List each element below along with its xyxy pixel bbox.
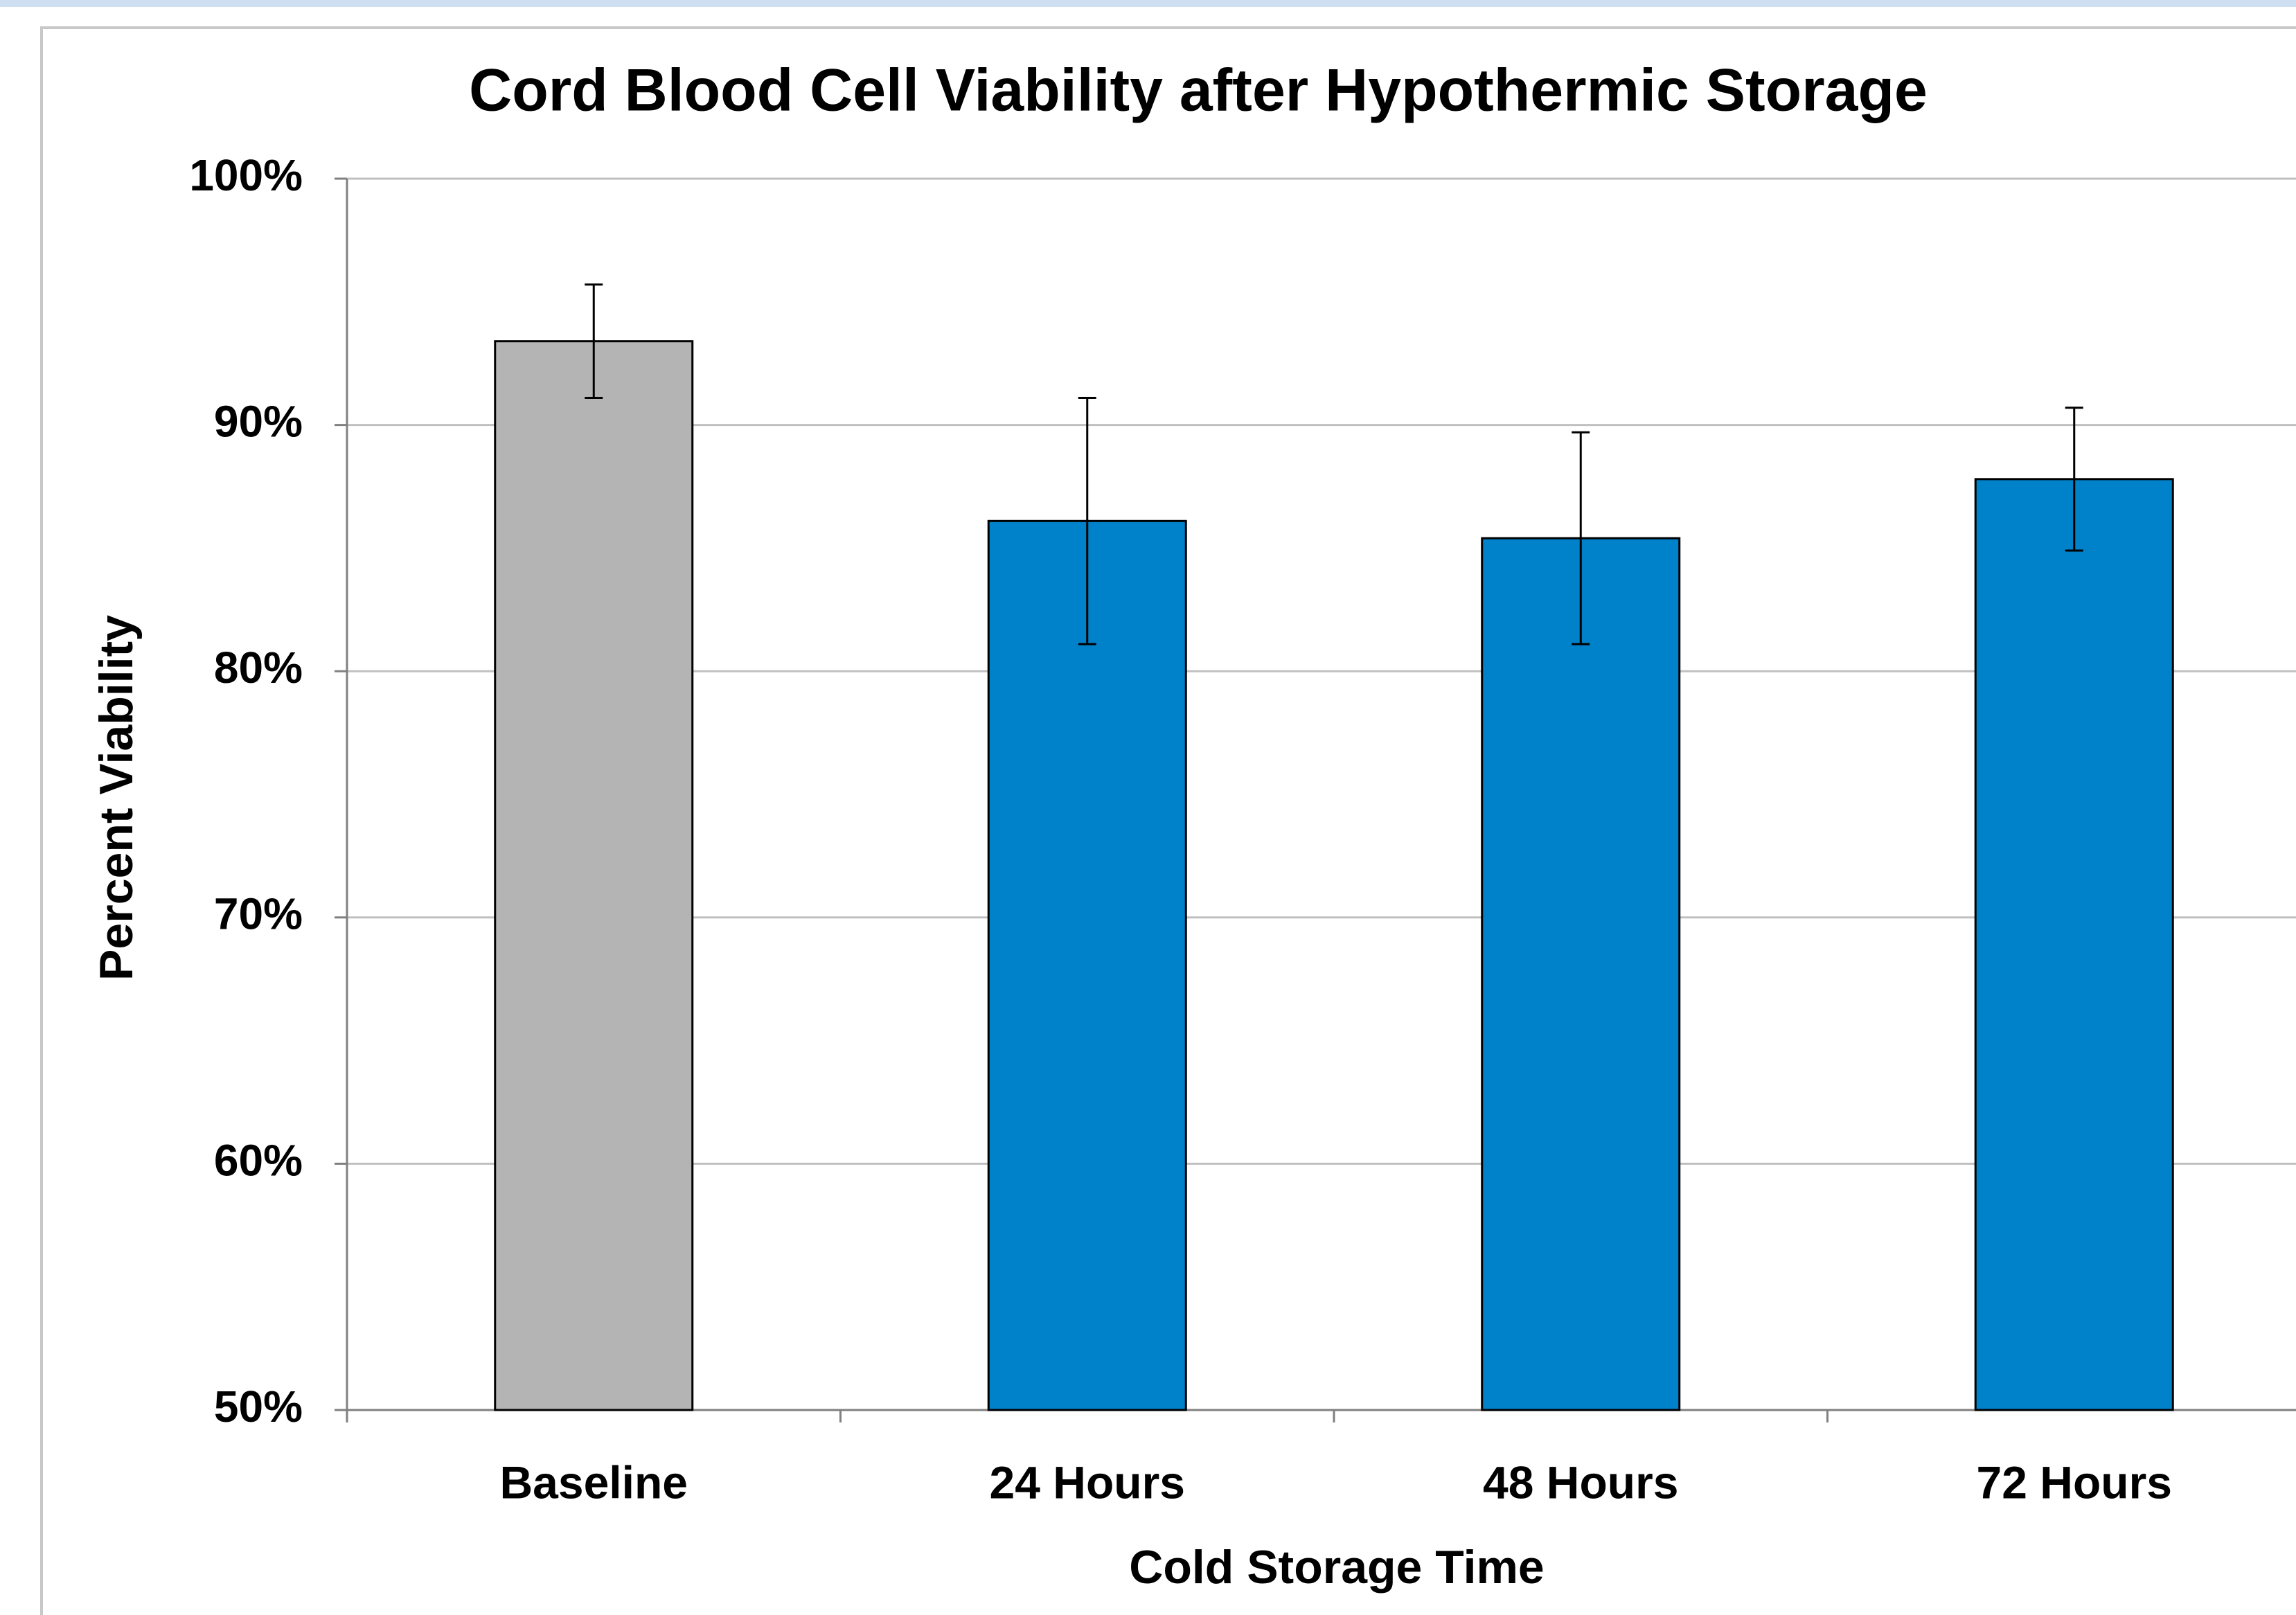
- bar: [987, 519, 1187, 1411]
- y-tick-label: 70%: [214, 889, 303, 939]
- x-tick-label: Baseline: [500, 1456, 688, 1508]
- y-tick-label: 100%: [189, 150, 303, 200]
- bar: [1481, 537, 1681, 1411]
- window-strip: [0, 0, 2296, 7]
- bar: [494, 340, 694, 1411]
- chart-title: Cord Blood Cell Viability after Hypother…: [469, 57, 1928, 124]
- x-tick-label: 48 Hours: [1483, 1456, 1678, 1508]
- y-tick-label: 90%: [214, 397, 303, 447]
- x-tick-label: 24 Hours: [990, 1456, 1185, 1508]
- y-axis-title: Percent Viability: [90, 615, 143, 981]
- x-axis-title: Cold Storage Time: [1129, 1541, 1545, 1594]
- y-tick-label: 50%: [214, 1382, 303, 1431]
- y-tick-label: 60%: [214, 1135, 303, 1185]
- bar: [1974, 478, 2174, 1411]
- x-tick-label: 72 Hours: [1977, 1456, 2172, 1508]
- y-tick-label: 80%: [214, 643, 303, 693]
